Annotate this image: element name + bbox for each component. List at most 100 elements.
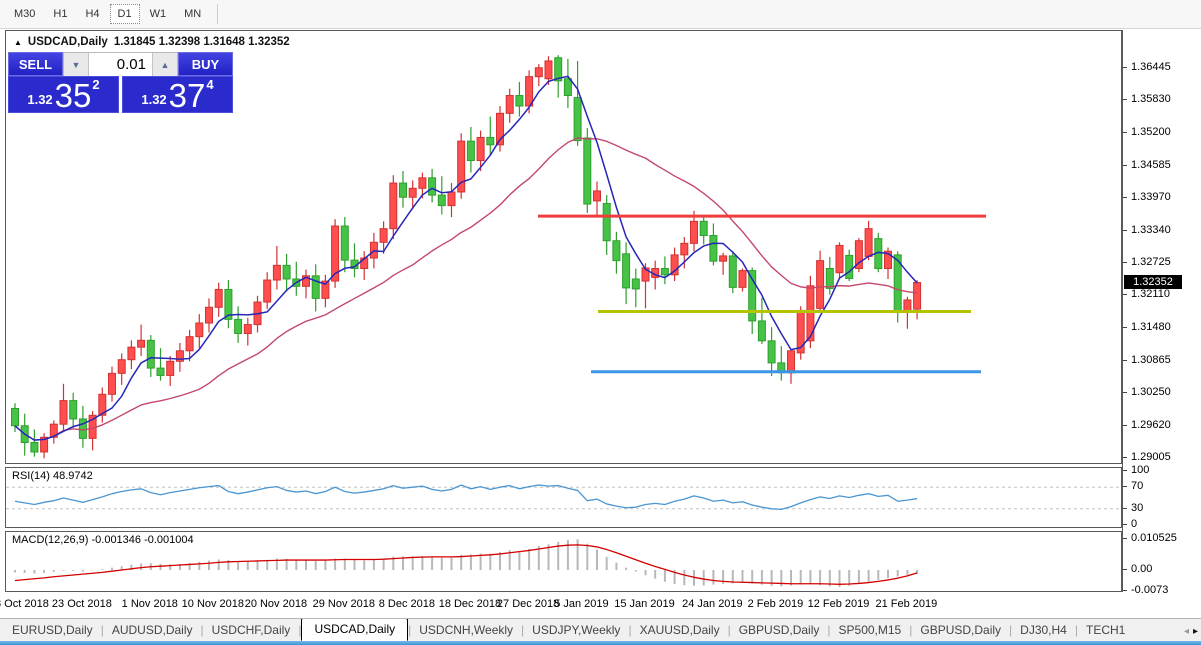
tab-usdchf-daily[interactable]: USDCHF,Daily xyxy=(211,623,291,637)
tab-gbpusd-daily[interactable]: GBPUSD,Daily xyxy=(738,623,820,637)
chart-title: ▲ USDCAD,Daily 1.31845 1.32398 1.31648 1… xyxy=(14,36,290,48)
date-axis-label: 24 Jan 2019 xyxy=(682,598,743,610)
price-axis[interactable]: 1.36445 1.35830 1.35200 1.34585 1.33970 1.333… xyxy=(1122,30,1201,596)
buy-button[interactable]: BUY xyxy=(178,52,233,76)
price-axis-label: 1.32725 xyxy=(1131,256,1171,268)
macd-canvas[interactable] xyxy=(6,532,1121,591)
buy-price-pips: 37 xyxy=(168,76,206,114)
price-axis-label: 1.33970 xyxy=(1131,190,1171,203)
price-tick xyxy=(1123,424,1127,426)
tab-separator: | xyxy=(1074,623,1078,637)
buy-quote[interactable]: 1.32 37 4 xyxy=(122,76,233,113)
date-axis-label: 1 Nov 2018 xyxy=(121,598,178,610)
tab-usdcad-daily[interactable]: USDCAD,Daily xyxy=(301,619,409,641)
lot-size-input[interactable] xyxy=(88,53,153,76)
tab-audusd-daily[interactable]: AUDUSD,Daily xyxy=(111,623,193,637)
buy-price-prefix: 1.32 xyxy=(141,92,167,107)
tab-separator: | xyxy=(727,623,731,637)
tab-sp500-m15[interactable]: SP500,M15 xyxy=(838,623,902,637)
price-axis-label: 1.35200 xyxy=(1131,126,1171,139)
sell-price-pips: 35 xyxy=(54,76,92,114)
rsi-axis-label: 70 xyxy=(1131,480,1144,493)
macd-axis-label: -0.0073 xyxy=(1131,584,1169,597)
date-axis-label: 20 Nov 2018 xyxy=(244,598,308,610)
window-bottom-edge xyxy=(0,641,1201,645)
rsi-axis-label: 30 xyxy=(1131,501,1144,514)
chart-tab-bar: EURUSD,Daily | AUDUSD,Daily | USDCHF,Daily | U… xyxy=(0,618,1201,641)
timeframe-button-w1[interactable]: W1 xyxy=(142,4,175,24)
tab-eurusd-daily[interactable]: EURUSD,Daily xyxy=(12,623,93,637)
sell-button[interactable]: SELL xyxy=(8,52,63,76)
price-tick xyxy=(1123,229,1127,231)
price-tick xyxy=(1123,457,1127,458)
macd-tick xyxy=(1123,538,1127,540)
price-axis-label: 1.36445 xyxy=(1131,61,1171,73)
timeframe-button-d1[interactable]: D1 xyxy=(109,4,140,24)
rsi-axis-label: 100 xyxy=(1131,464,1150,476)
tab-xauusd-daily[interactable]: XAUUSD,Daily xyxy=(639,623,720,637)
timeframe-button-h4[interactable]: H4 xyxy=(77,4,107,24)
price-tick xyxy=(1123,294,1127,296)
date-axis-label: 18 Dec 2018 xyxy=(438,598,502,610)
tab-scroll-left-icon[interactable]: ◂ xyxy=(1183,626,1189,637)
tab-separator: | xyxy=(1009,623,1013,637)
price-tick xyxy=(1123,196,1127,198)
timeframe-toolbar: M30 H1 H4 D1 W1 MN xyxy=(0,0,1201,29)
one-click-trade-panel: SELL ▼ ▲ BUY 1.32 35 2 1.32 37 4 xyxy=(8,52,233,113)
price-tick xyxy=(1123,391,1127,393)
date-axis-label: 27 Dec 2018 xyxy=(496,598,560,610)
date-axis-label: 15 Jan 2019 xyxy=(614,598,675,610)
chart-symbol-label: USDCAD,Daily xyxy=(27,36,108,48)
price-axis-label: 1.32110 xyxy=(1131,288,1170,301)
tab-separator: | xyxy=(298,623,302,637)
tab-separator: | xyxy=(909,623,913,637)
tab-tech1[interactable]: TECH1 xyxy=(1085,623,1126,637)
price-tick xyxy=(1123,164,1127,166)
lot-increase-button[interactable]: ▲ xyxy=(153,53,177,76)
timeframe-button-mn[interactable]: MN xyxy=(176,4,209,24)
rsi-canvas[interactable] xyxy=(6,468,1121,527)
date-axis-label: 21 Feb 2019 xyxy=(875,598,938,610)
price-tick xyxy=(1123,359,1127,361)
price-chart-canvas[interactable] xyxy=(6,31,1121,463)
price-tick xyxy=(1123,132,1127,134)
sell-quote[interactable]: 1.32 35 2 xyxy=(8,76,119,113)
tab-separator: | xyxy=(521,623,525,637)
rsi-tick xyxy=(1123,524,1127,525)
tab-separator: | xyxy=(628,623,632,637)
price-axis-label: 1.30250 xyxy=(1131,385,1171,398)
date-axis-label: 29 Nov 2018 xyxy=(312,598,375,610)
tab-usdjpy-weekly[interactable]: USDJPY,Weekly xyxy=(532,623,621,637)
collapse-triangle-icon[interactable]: ▲ xyxy=(14,37,22,47)
date-axis-label: 8 Dec 2018 xyxy=(378,598,435,610)
price-axis-label: 1.31480 xyxy=(1131,321,1171,334)
timeframe-button-m30[interactable]: M30 xyxy=(6,4,43,24)
tab-dj30-h4[interactable]: DJ30,H4 xyxy=(1020,623,1067,637)
current-price-tag: 1.32352 xyxy=(1124,274,1182,289)
price-axis-label: 1.30865 xyxy=(1131,353,1171,366)
lot-decrease-button[interactable]: ▼ xyxy=(64,53,88,76)
tab-separator: | xyxy=(827,623,831,637)
timeframe-button-h1[interactable]: H1 xyxy=(45,4,75,24)
date-axis-label: 5 Jan 2019 xyxy=(554,598,609,610)
macd-label: MACD(12,26,9) -0.001346 -0.001004 xyxy=(12,534,194,546)
sell-price-prefix: 1.32 xyxy=(27,92,53,107)
macd-tick xyxy=(1123,590,1127,592)
rsi-tick xyxy=(1123,507,1127,509)
toolbar-divider xyxy=(217,4,219,24)
macd-axis-label: 0.010525 xyxy=(1131,532,1177,545)
macd-panel[interactable] xyxy=(5,531,1122,592)
tab-gbpusd-daily[interactable]: GBPUSD,Daily xyxy=(920,623,1002,637)
rsi-tick xyxy=(1123,470,1127,471)
tab-scroll-right-icon[interactable]: ▸ xyxy=(1192,626,1198,637)
sell-price-point: 2 xyxy=(92,77,100,92)
price-tick xyxy=(1123,262,1127,263)
buy-price-point: 4 xyxy=(206,77,214,92)
date-axis-label: 12 Feb 2019 xyxy=(807,598,870,610)
rsi-panel[interactable] xyxy=(5,467,1122,528)
rsi-axis-label: 0 xyxy=(1131,518,1138,530)
macd-axis-label: 0.00 xyxy=(1131,563,1153,575)
date-axis-label: 13 Oct 2018 xyxy=(0,598,49,610)
tab-usdcnh-weekly[interactable]: USDCNH,Weekly xyxy=(419,623,514,637)
